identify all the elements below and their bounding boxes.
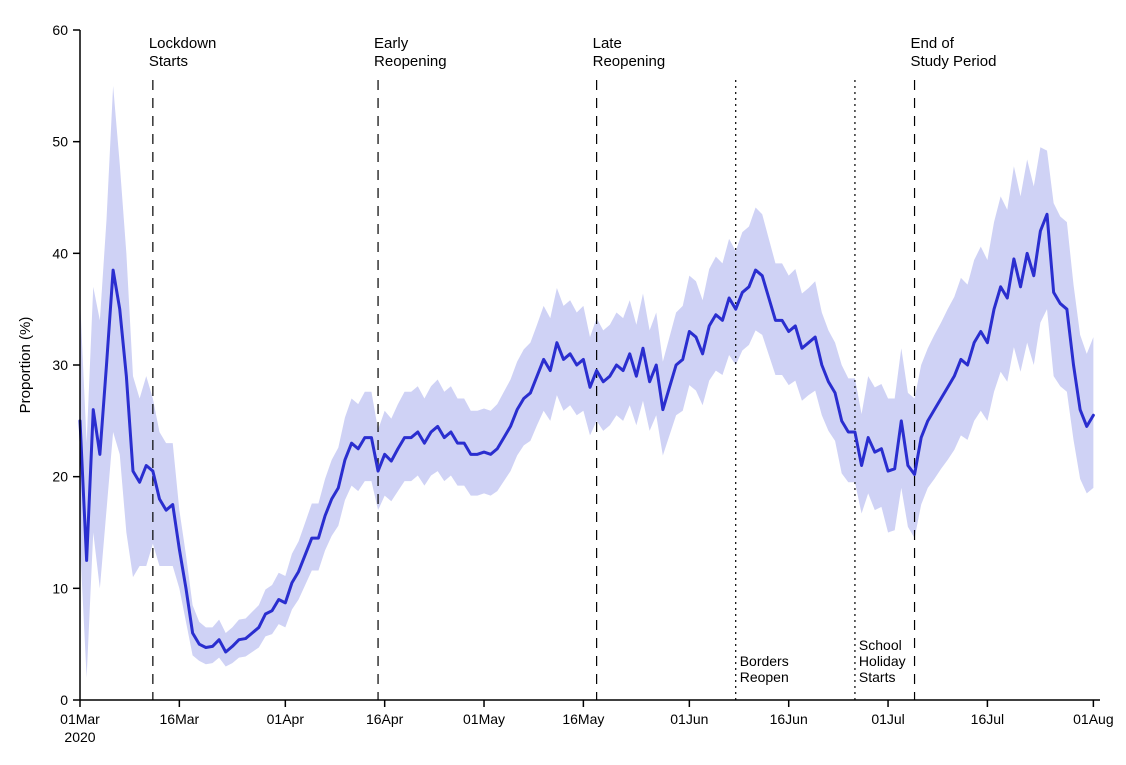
x-tick-01Aug: 01Aug (1073, 711, 1113, 727)
y-tick-30: 30 (52, 357, 68, 373)
vline-label-late-reopen-0: Late (593, 35, 622, 52)
vline-label-lockdown-0: Lockdown (149, 35, 217, 52)
y-tick-20: 20 (52, 469, 68, 485)
x-tick-16Mar: 16Mar (160, 711, 200, 727)
vline-label-school-holiday-2: Starts (859, 669, 896, 685)
x-tick-16Apr: 16Apr (366, 711, 404, 727)
x-tick-01Mar: 01Mar (60, 711, 100, 727)
x-tick-01Apr: 01Apr (267, 711, 305, 727)
vline-label-school-holiday-0: School (859, 637, 902, 653)
x-tick-16Jun: 16Jun (770, 711, 808, 727)
vline-label-end-study-0: End of (911, 35, 955, 52)
vline-label-school-holiday-1: Holiday (859, 653, 906, 669)
vline-label-end-study-1: Study Period (911, 53, 997, 70)
x-tick-01Jun: 01Jun (670, 711, 708, 727)
vline-label-borders-reopen-0: Borders (740, 653, 789, 669)
y-tick-60: 60 (52, 22, 68, 38)
vline-label-early-reopen-0: Early (374, 35, 409, 52)
y-tick-50: 50 (52, 134, 68, 150)
y-axis-label: Proportion (%) (17, 317, 34, 414)
chart-container: LockdownStartsEarlyReopeningLateReopenin… (0, 0, 1126, 765)
x-axis-year: 2020 (64, 729, 95, 745)
x-tick-16May: 16May (562, 711, 604, 727)
y-tick-10: 10 (52, 580, 68, 596)
vline-label-early-reopen-1: Reopening (374, 53, 447, 70)
vline-label-late-reopen-1: Reopening (593, 53, 666, 70)
y-tick-40: 40 (52, 245, 68, 261)
vline-label-borders-reopen-1: Reopen (740, 669, 789, 685)
vline-label-lockdown-1: Starts (149, 53, 188, 70)
x-tick-01May: 01May (463, 711, 505, 727)
x-tick-01Jul: 01Jul (871, 711, 904, 727)
line-chart: LockdownStartsEarlyReopeningLateReopenin… (0, 0, 1126, 765)
y-tick-0: 0 (60, 692, 68, 708)
x-tick-16Jul: 16Jul (971, 711, 1004, 727)
